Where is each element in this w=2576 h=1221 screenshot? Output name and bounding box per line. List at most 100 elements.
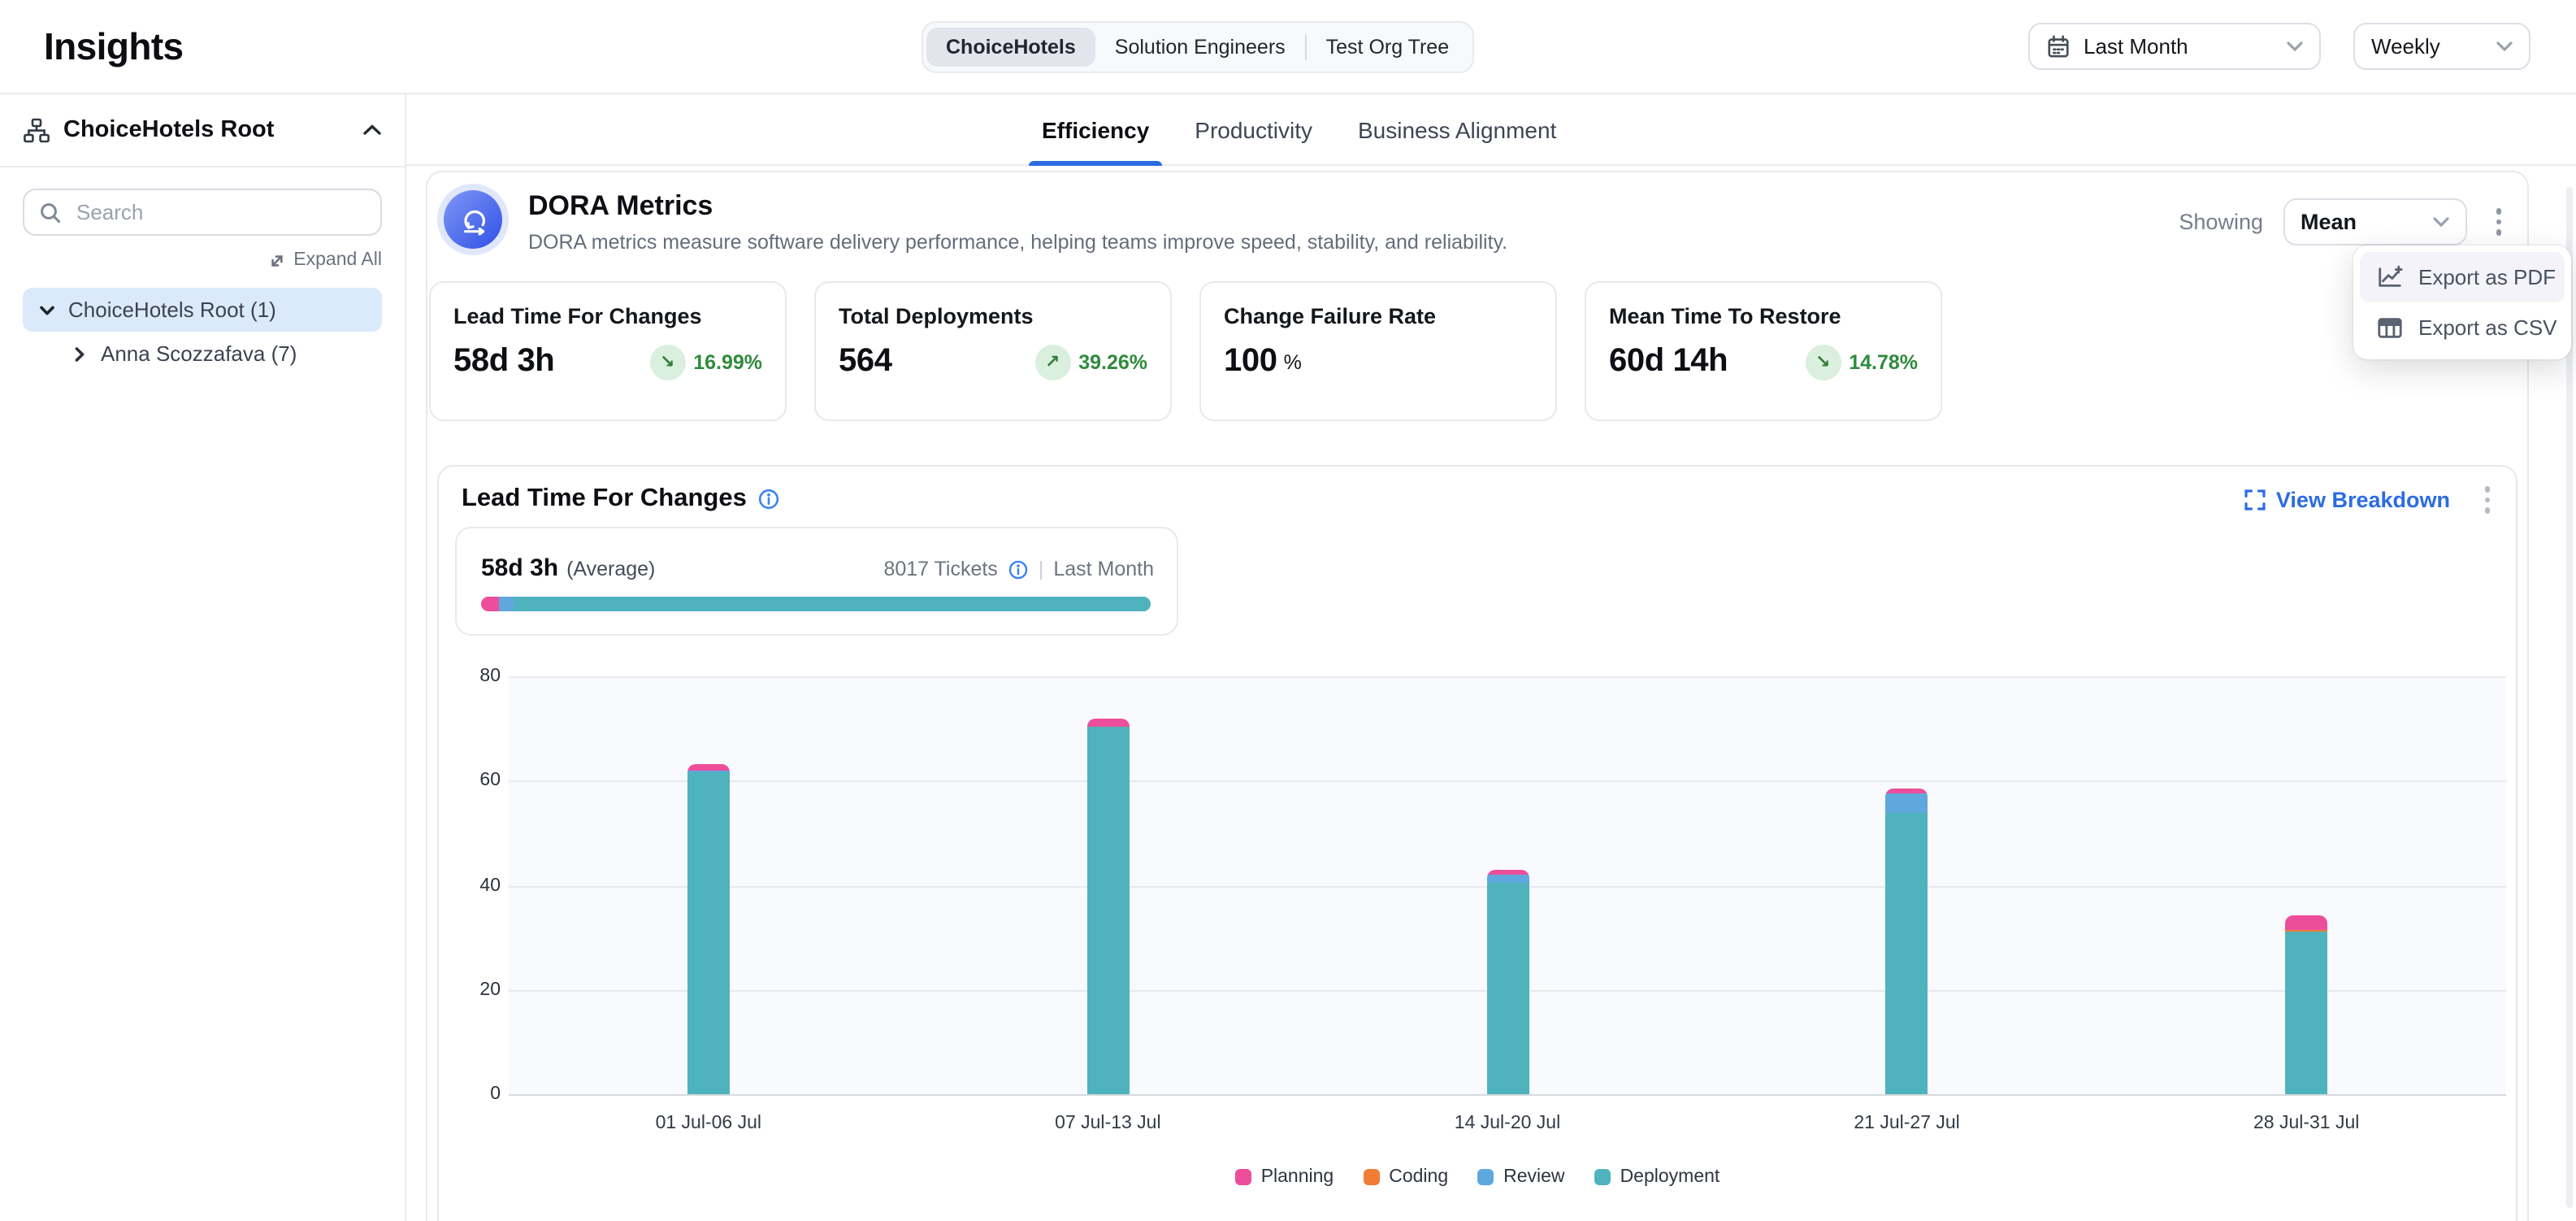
fullscreen-icon <box>2245 489 2266 511</box>
x-axis-label: 28 Jul-31 Jul <box>2253 1114 2360 1133</box>
average-summary-chip: 58d 3h (Average) 8017 Tickets | Last Mon… <box>455 527 1178 636</box>
sidebar-org-name: ChoiceHotels Root <box>63 117 275 143</box>
info-icon[interactable] <box>1008 558 1029 580</box>
dora-kebab-menu-icon[interactable] <box>2486 202 2511 242</box>
period-select-value: Last Month <box>2084 34 2188 59</box>
legend-item-deployment[interactable]: Deployment <box>1594 1167 1720 1187</box>
scrollbar[interactable] <box>2566 187 2573 1208</box>
tab-efficiency[interactable]: Efficiency <box>1028 94 1163 166</box>
kpi-title: Mean Time To Restore <box>1609 304 1841 328</box>
tree-item-root[interactable]: ChoiceHotels Root (1) <box>23 288 382 332</box>
bar-segment-deployment <box>1885 812 1928 1094</box>
tab-business-alignment[interactable]: Business Alignment <box>1358 116 1557 142</box>
expand-all-button[interactable]: Expand All <box>23 250 382 270</box>
chart-line-icon <box>2376 263 2404 291</box>
granularity-select[interactable]: Weekly <box>2353 23 2530 70</box>
plot-area <box>509 676 2506 1096</box>
kpi-value: 58d 3h <box>453 343 555 379</box>
chevron-down-icon <box>2496 41 2513 52</box>
legend-item-planning[interactable]: Planning <box>1234 1167 1334 1187</box>
bar-segment-review <box>1486 875 1529 883</box>
separator: | <box>1038 558 1044 580</box>
segment-divider <box>1304 34 1307 60</box>
showing-select-value: Mean <box>2301 210 2357 234</box>
legend-label: Coding <box>1389 1167 1449 1187</box>
bar-01 Jul-06 Jul[interactable] <box>687 763 730 1094</box>
bar-07 Jul-13 Jul[interactable] <box>1086 718 1130 1094</box>
legend-label: Planning <box>1260 1167 1334 1187</box>
progress-segment-review <box>498 597 514 611</box>
sidebar-search[interactable] <box>23 189 382 236</box>
calendar-icon <box>2046 34 2071 59</box>
legend-swatch <box>1234 1169 1251 1185</box>
dora-metrics-panel: DORA Metrics DORA metrics measure softwa… <box>426 171 2529 1221</box>
kpi-change-failure-rate: Change Failure Rate 100 % <box>1199 281 1557 421</box>
progress-segment-planning <box>481 597 499 611</box>
chart-legend: Planning Coding Review Deployment <box>439 1167 2516 1187</box>
chevron-down-icon <box>2432 216 2448 228</box>
section-tabbar: Efficiency Productivity Business Alignme… <box>406 94 2576 166</box>
org-tab-test-org-tree[interactable]: Test Org Tree <box>1325 36 1450 59</box>
info-icon[interactable] <box>758 489 781 511</box>
kpi-value: 100 <box>1224 343 1277 379</box>
period-select[interactable]: Last Month <box>2028 23 2321 70</box>
legend-item-review[interactable]: Review <box>1477 1167 1565 1187</box>
export-csv-item[interactable]: Export as CSV <box>2360 302 2565 353</box>
phase-progress-bar <box>481 597 1151 611</box>
search-input[interactable] <box>73 198 366 226</box>
org-tree: ChoiceHotels Root (1) Anna Scozzafava (7… <box>23 288 382 376</box>
trend-arrow-icon: ↘ <box>649 344 686 380</box>
tree-item-child[interactable]: Anna Scozzafava (7) <box>23 332 382 376</box>
kpi-delta-badge: ↘ 14.78% <box>1805 344 1918 380</box>
bar-28 Jul-31 Jul[interactable] <box>2285 915 2328 1094</box>
bar-14 Jul-20 Jul[interactable] <box>1486 870 1529 1094</box>
expand-icon <box>267 251 285 269</box>
tab-productivity[interactable]: Productivity <box>1195 116 1312 142</box>
export-pdf-item[interactable]: Export as PDF <box>2360 252 2565 302</box>
dora-header: DORA Metrics DORA metrics measure softwa… <box>440 187 1507 254</box>
bar-21 Jul-27 Jul[interactable] <box>1885 789 1928 1094</box>
chart-kebab-menu-icon[interactable] <box>2474 480 2500 519</box>
kpi-mean-time-to-restore: Mean Time To Restore 60d 14h ↘ 14.78% <box>1585 281 1942 421</box>
view-breakdown-button[interactable]: View Breakdown <box>2245 488 2450 512</box>
export-pdf-label: Export as PDF <box>2418 265 2556 289</box>
kpi-value: 60d 14h <box>1609 343 1728 379</box>
legend-swatch <box>1594 1169 1611 1185</box>
page-title: Insights <box>44 24 184 67</box>
sidebar-header: ChoiceHotels Root <box>0 94 405 167</box>
export-menu: Export as PDF Export as CSV <box>2353 246 2571 359</box>
bar-segment-planning <box>1885 789 1928 794</box>
chevron-up-icon[interactable] <box>362 124 382 137</box>
kpi-delta-value: 16.99% <box>693 350 762 373</box>
showing-select[interactable]: Mean <box>2283 198 2466 246</box>
export-csv-label: Export as CSV <box>2418 315 2557 340</box>
kpi-unit: % <box>1283 350 1302 373</box>
bar-segment-deployment <box>2285 932 2328 1094</box>
bar-segment-planning <box>687 763 730 771</box>
kpi-delta-value: 39.26% <box>1078 350 1147 373</box>
org-tab-choicehotels[interactable]: ChoiceHotels <box>926 28 1095 67</box>
x-axis-label: 14 Jul-20 Jul <box>1454 1114 1561 1133</box>
bar-segment-coding <box>2285 930 2328 932</box>
kpi-delta-badge: ↗ 39.26% <box>1034 344 1147 380</box>
table-icon <box>2376 314 2404 341</box>
legend-swatch <box>1363 1169 1380 1185</box>
kpi-title: Change Failure Rate <box>1224 304 1437 328</box>
legend-item-coding[interactable]: Coding <box>1363 1167 1448 1187</box>
y-axis-tick: 20 <box>479 980 501 1000</box>
org-tab-solution-engineers[interactable]: Solution Engineers <box>1114 36 1286 59</box>
bar-segment-review <box>687 771 730 773</box>
y-axis-tick: 0 <box>490 1084 501 1104</box>
bar-segment-deployment <box>1086 726 1130 1094</box>
tree-item-label: ChoiceHotels Root (1) <box>68 298 276 322</box>
legend-label: Review <box>1503 1167 1565 1187</box>
legend-swatch <box>1477 1169 1494 1185</box>
bar-segment-planning <box>1486 870 1529 876</box>
kpi-total-deployments: Total Deployments 564 ↗ 39.26% <box>814 281 1172 421</box>
legend-label: Deployment <box>1620 1167 1720 1187</box>
gridline <box>509 780 2506 783</box>
progress-segment-deployment <box>514 597 1151 611</box>
bar-segment-planning <box>2285 915 2328 931</box>
main-content: Efficiency Productivity Business Alignme… <box>406 94 2576 1221</box>
kpi-delta-value: 14.78% <box>1849 350 1918 373</box>
